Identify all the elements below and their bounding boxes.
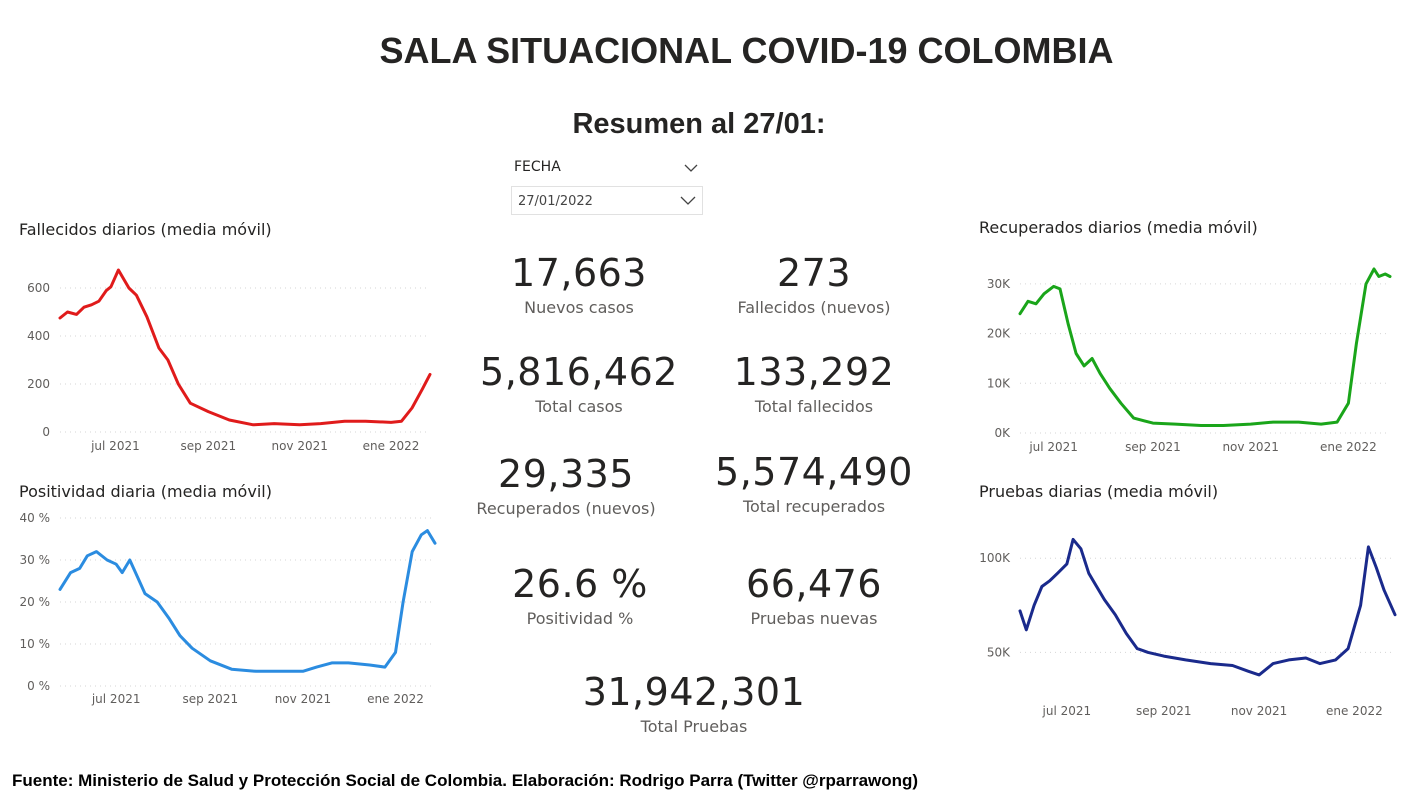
kpi-value: 133,292 — [733, 350, 895, 394]
kpi-label: Positividad % — [526, 609, 634, 628]
tests-line-chart[interactable]: 50K 100K jul 2021 sep 2021 nov 2021 ene 2022 — [970, 520, 1400, 720]
x-tick-label: jul 2021 — [1042, 704, 1092, 718]
x-tick-label: sep 2021 — [1125, 440, 1181, 454]
y-tick-label: 10K — [987, 376, 1011, 390]
kpi-value: 29,335 — [498, 452, 634, 496]
kpi-label: Nuevos casos — [524, 298, 634, 317]
kpi-card: 26.6 % Positividad % — [480, 562, 680, 630]
series-line[interactable] — [1018, 537, 1397, 677]
kpi-label: Total casos — [535, 397, 623, 416]
x-tick-label: ene 2022 — [1320, 440, 1377, 454]
x-tick-label: nov 2021 — [275, 692, 331, 706]
y-tick-label: 20K — [987, 327, 1011, 341]
x-tick-label: jul 2021 — [91, 692, 141, 706]
x-tick-label: jul 2021 — [1028, 440, 1078, 454]
positivity-line-chart[interactable]: 0 % 10 % 20 % 30 % 40 % jul 2021 sep 2021 nov 2… — [10, 508, 440, 713]
y-tick-label: 0 — [42, 425, 50, 439]
summary-subtitle: Resumen al 27/01: — [572, 108, 826, 140]
y-tick-label: 40 % — [20, 511, 51, 525]
x-tick-label: sep 2021 — [180, 439, 236, 453]
kpi-card: 5,816,462 Total casos — [464, 350, 694, 418]
date-slicer-header[interactable]: FECHA — [514, 157, 704, 179]
kpi-value: 26.6 % — [512, 562, 648, 606]
y-tick-label: 200 — [27, 377, 50, 391]
deaths-chart-title: Fallecidos diarios (media móvil) — [19, 220, 272, 239]
date-slicer-dropdown[interactable]: 27/01/2022 — [511, 186, 703, 215]
kpi-card: 17,663 Nuevos casos — [479, 251, 679, 319]
y-tick-label: 0K — [994, 426, 1011, 440]
deaths-line-chart[interactable]: 0 200 400 600 jul 2021 sep 2021 nov 2021 ene 20… — [10, 250, 440, 460]
recovered-line-chart[interactable]: 0K 10K 20K 30K jul 2021 sep 2021 nov 2021 ene 2… — [970, 255, 1400, 460]
kpi-label: Fallecidos (nuevos) — [737, 298, 891, 317]
x-tick-label: sep 2021 — [182, 692, 238, 706]
date-slicer-value: 27/01/2022 — [518, 194, 593, 209]
x-tick-label: ene 2022 — [1326, 704, 1383, 718]
kpi-value: 17,663 — [511, 251, 647, 295]
y-tick-label: 10 % — [20, 637, 51, 651]
y-tick-label: 0 % — [27, 679, 50, 693]
x-tick-label: nov 2021 — [1231, 704, 1287, 718]
kpi-card: 273 Fallecidos (nuevos) — [714, 251, 914, 319]
y-tick-label: 100K — [979, 551, 1011, 565]
kpi-label: Pruebas nuevas — [750, 609, 878, 628]
kpi-card: 5,574,490 Total recuperados — [699, 450, 929, 518]
kpi-label: Total recuperados — [742, 497, 886, 516]
y-tick-label: 400 — [27, 329, 50, 343]
series-line[interactable] — [58, 268, 432, 427]
series-line[interactable] — [58, 529, 437, 673]
kpi-card: 66,476 Pruebas nuevas — [714, 562, 914, 630]
chevron-down-icon[interactable] — [680, 195, 696, 210]
kpi-label: Recuperados (nuevos) — [476, 499, 656, 518]
y-tick-label: 20 % — [20, 595, 51, 609]
source-footer: Fuente: Ministerio de Salud y Protección… — [12, 771, 919, 790]
kpi-card: 29,335 Recuperados (nuevos) — [466, 452, 666, 520]
tests-chart-title: Pruebas diarias (media móvil) — [979, 482, 1219, 501]
series-line[interactable] — [1018, 267, 1392, 427]
x-tick-label: sep 2021 — [1136, 704, 1192, 718]
x-tick-label: nov 2021 — [1222, 440, 1278, 454]
positivity-chart-title: Positividad diaria (media móvil) — [19, 482, 272, 501]
kpi-value: 5,574,490 — [715, 450, 913, 494]
x-tick-label: ene 2022 — [363, 439, 420, 453]
x-tick-label: ene 2022 — [367, 692, 424, 706]
y-tick-label: 600 — [27, 281, 50, 295]
kpi-card: 31,942,301 Total Pruebas — [554, 670, 834, 738]
y-tick-label: 50K — [987, 645, 1011, 659]
chevron-down-icon[interactable] — [684, 161, 698, 177]
date-slicer-label: FECHA — [514, 159, 561, 175]
x-tick-label: jul 2021 — [90, 439, 140, 453]
kpi-value: 66,476 — [746, 562, 882, 606]
y-tick-label: 30 % — [20, 553, 51, 567]
kpi-label: Total fallecidos — [754, 397, 874, 416]
kpi-value: 5,816,462 — [480, 350, 678, 394]
x-tick-label: nov 2021 — [271, 439, 327, 453]
kpi-label: Total Pruebas — [640, 717, 748, 736]
kpi-card: 133,292 Total fallecidos — [699, 350, 929, 418]
recovered-chart-title: Recuperados diarios (media móvil) — [979, 218, 1258, 237]
dashboard-title: SALA SITUACIONAL COVID-19 COLOMBIA — [379, 30, 1114, 71]
kpi-value: 273 — [776, 251, 852, 295]
y-tick-label: 30K — [987, 277, 1011, 291]
kpi-value: 31,942,301 — [582, 670, 806, 714]
